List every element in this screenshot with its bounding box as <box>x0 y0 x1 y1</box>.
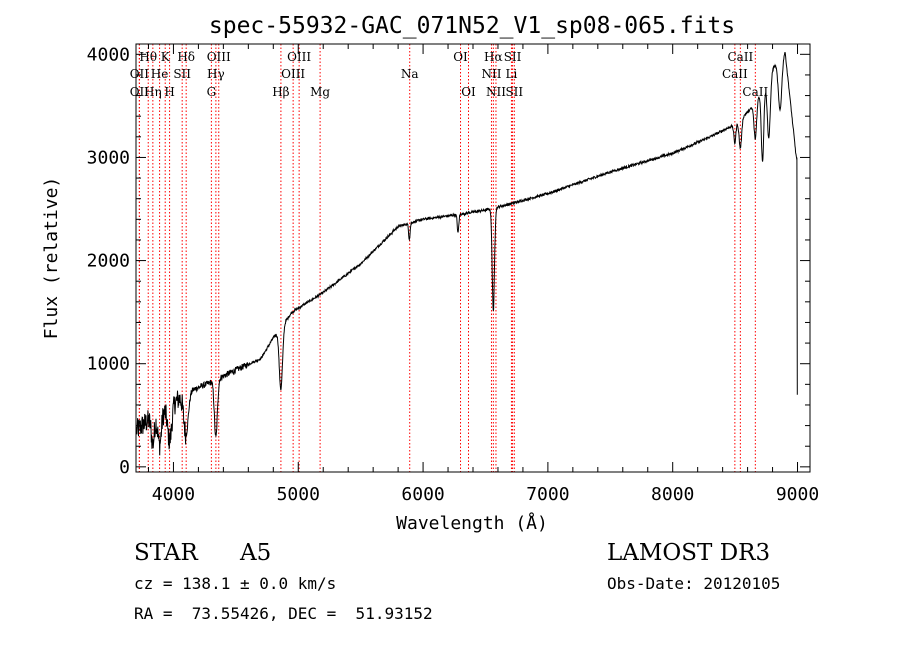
spectral-line-label: CaII <box>727 50 753 64</box>
axis-ticks: 4000 5000 6000 7000 8000 9000 0 1000 2000 3000 400… <box>87 44 819 505</box>
x-tick-label: 5000 <box>277 484 320 505</box>
object-subclass: A5 <box>240 540 272 566</box>
plot-frame <box>135 43 811 473</box>
x-tick-label: 7000 <box>526 484 569 505</box>
y-tick-label: 2000 <box>87 251 130 272</box>
spectral-line-label: Hγ <box>207 67 225 81</box>
y-tick-label: 0 <box>119 457 130 478</box>
obs-date: Obs-Date: 20120105 <box>607 574 781 593</box>
spectral-line-label: OI <box>461 85 476 99</box>
spectral-line-label: OI <box>453 50 468 64</box>
y-axis-label: Flux (relative) <box>41 177 62 340</box>
spectral-line-label: Hθ <box>139 50 157 64</box>
spectral-lines-layer <box>138 44 756 472</box>
chart-title: spec-55932-GAC_071N52_V1_sp08-065.fits <box>209 13 735 39</box>
spectral-line-label: G <box>207 85 217 99</box>
spectral-line-label: SII <box>505 85 523 99</box>
spectral-line-label: Hδ <box>177 50 195 64</box>
spectral-line-label: NII <box>486 85 506 99</box>
spectral-line-label: OII <box>130 67 150 81</box>
spectral-line-label: K <box>161 50 171 64</box>
spectral-line-label: OIII <box>281 67 305 81</box>
coordinates: RA = 73.55426, DEC = 51.93152 <box>134 604 433 623</box>
spectral-line-label: SII <box>173 67 191 81</box>
spectral-line-label: Hβ <box>272 85 289 99</box>
spectral-line-label: NII <box>481 67 501 81</box>
x-axis-label: Wavelength (Å) <box>396 512 548 534</box>
spectral-line-label: SII <box>504 50 522 64</box>
spectral-line-label: OIII <box>287 50 311 64</box>
spectral-line-label: Li <box>506 67 518 81</box>
spectral-line-label: Na <box>401 67 419 81</box>
spectral-line-label: CaII <box>742 85 768 99</box>
redshift-text: cz = 138.1 ± 0.0 km/s <box>134 574 337 593</box>
spectral-line-label: CaII <box>722 67 748 81</box>
x-tick-label: 8000 <box>651 484 694 505</box>
spectral-line-label: Hα <box>484 50 503 64</box>
object-class: STAR <box>134 540 198 566</box>
x-tick-label: 9000 <box>776 484 819 505</box>
spectral-line-label: OII <box>130 85 150 99</box>
spectral-line-label: OIII <box>207 50 231 64</box>
y-tick-label: 4000 <box>87 44 130 65</box>
spectral-line-label: Hη <box>144 85 162 99</box>
spectrum-line <box>136 51 798 456</box>
x-tick-label: 6000 <box>401 484 444 505</box>
spectral-line-label: H <box>164 85 174 99</box>
x-tick-label: 4000 <box>152 484 195 505</box>
survey-name: LAMOST DR3 <box>607 540 771 566</box>
y-tick-label: 1000 <box>87 354 130 375</box>
y-tick-label: 3000 <box>87 147 130 168</box>
spectral-line-label: Mg <box>310 85 330 99</box>
spectral-line-label: He <box>151 67 169 81</box>
